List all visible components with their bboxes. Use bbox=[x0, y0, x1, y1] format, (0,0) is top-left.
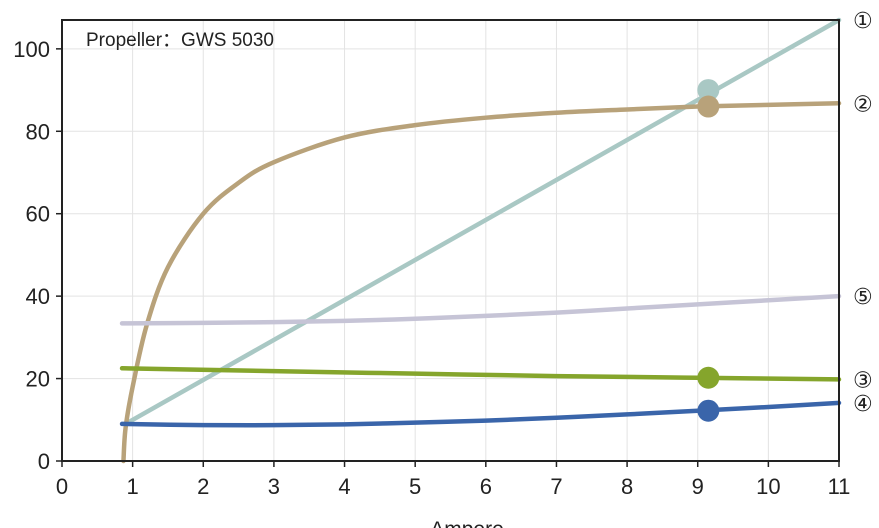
y-tick-label: 0 bbox=[38, 449, 50, 474]
series-line-1 bbox=[123, 17, 842, 427]
axis-ticks: 0 1 2 3 4 5 6 7 8 9 10 11 0 20 40 60 80 100 bbox=[13, 37, 850, 499]
propeller-annotation: Propeller：GWS 5030 bbox=[86, 30, 274, 51]
y-tick-label: 20 bbox=[26, 367, 50, 392]
x-tick-label: 8 bbox=[621, 474, 633, 499]
series-line-5 bbox=[119, 293, 842, 326]
x-tick-label: 10 bbox=[756, 474, 780, 499]
series-line-4 bbox=[119, 400, 842, 428]
series-marker-3 bbox=[697, 366, 720, 389]
x-tick-label: 11 bbox=[828, 474, 851, 499]
series-label-4: ④ bbox=[853, 392, 873, 417]
series-marker-1 bbox=[697, 79, 720, 102]
x-tick-label: 1 bbox=[127, 474, 139, 499]
series-marker-4 bbox=[697, 399, 720, 422]
series-layer bbox=[119, 17, 842, 464]
y-tick-label: 40 bbox=[26, 284, 50, 309]
series-marker-2 bbox=[697, 95, 720, 118]
y-tick-label: 100 bbox=[13, 37, 50, 62]
series-line-3 bbox=[119, 366, 842, 382]
series-label-5: ⑤ bbox=[853, 285, 873, 310]
x-tick-label: 9 bbox=[692, 474, 704, 499]
series-line-2 bbox=[121, 101, 842, 464]
x-tick-label: 7 bbox=[550, 474, 562, 499]
x-tick-label: 5 bbox=[409, 474, 421, 499]
x-tick-label: 3 bbox=[268, 474, 280, 499]
marker-layer bbox=[697, 79, 720, 422]
x-tick-label: 6 bbox=[480, 474, 492, 499]
x-axis-title: Ampere bbox=[430, 518, 504, 528]
x-tick-label: 0 bbox=[56, 474, 68, 499]
y-tick-label: 80 bbox=[26, 119, 50, 144]
series-end-labels: ① ② ③④ ⑤ bbox=[853, 9, 873, 417]
series-label-3: ③ bbox=[853, 368, 873, 393]
series-label-2: ② bbox=[853, 92, 873, 117]
x-tick-label: 4 bbox=[338, 474, 350, 499]
series-label-1: ① bbox=[853, 9, 873, 34]
x-tick-label: 2 bbox=[197, 474, 209, 499]
y-tick-label: 60 bbox=[26, 202, 50, 227]
plot-frame bbox=[61, 19, 840, 462]
grid-lines bbox=[62, 20, 839, 461]
